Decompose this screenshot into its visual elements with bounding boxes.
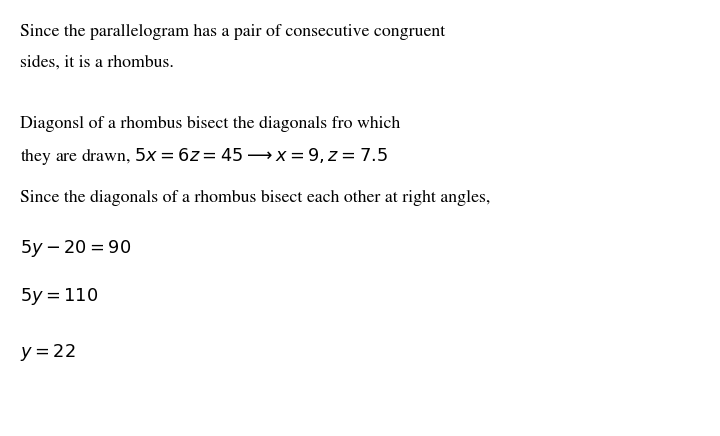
Text: Since the parallelogram has a pair of consecutive congruent: Since the parallelogram has a pair of co…	[20, 24, 446, 40]
Text: Diagonsl of a rhombus bisect the diagonals fro which: Diagonsl of a rhombus bisect the diagona…	[20, 116, 400, 132]
Text: sides, it is a rhombus.: sides, it is a rhombus.	[20, 54, 174, 71]
Text: $5y - 20 = 90$: $5y - 20 = 90$	[20, 238, 132, 259]
Text: $5y = 110$: $5y = 110$	[20, 286, 99, 307]
Text: they are drawn, $5x = 6z = 45 \longrightarrow x = 9, z = 7.5$: they are drawn, $5x = 6z = 45 \longright…	[20, 146, 388, 167]
Text: Since the diagonals of a rhombus bisect each other at right angles,: Since the diagonals of a rhombus bisect …	[20, 190, 490, 206]
Text: $y = 22$: $y = 22$	[20, 342, 76, 363]
